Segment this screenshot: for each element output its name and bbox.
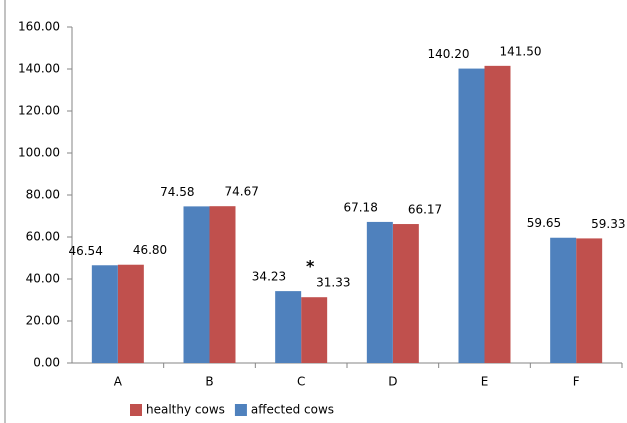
x-tick-label: B [205, 375, 213, 389]
value-label: 74.67 [225, 185, 259, 199]
bar [209, 206, 236, 363]
bar [275, 291, 302, 363]
y-tick-label: 100.00 [18, 146, 60, 160]
bar [484, 65, 511, 363]
bar [117, 264, 144, 363]
y-tick-label: 120.00 [18, 104, 60, 118]
legend-label: affected cows [251, 403, 334, 417]
bar [183, 206, 210, 363]
bar [91, 265, 118, 363]
value-label: 59.33 [591, 217, 625, 231]
x-tick-label: A [114, 375, 123, 389]
annotation: * [306, 257, 315, 276]
value-label: 46.80 [133, 243, 167, 257]
y-tick-label: 60.00 [26, 230, 60, 244]
x-tick-label: E [481, 375, 489, 389]
value-label: 46.54 [68, 244, 102, 258]
y-tick-label: 20.00 [26, 314, 60, 328]
y-tick-label: 40.00 [26, 272, 60, 286]
bar [366, 221, 393, 363]
bar [392, 224, 419, 363]
legend-swatch [130, 404, 142, 416]
value-label: 59.65 [527, 216, 561, 230]
legend-label: healthy cows [146, 403, 225, 417]
value-label: 74.58 [160, 185, 194, 199]
bar [576, 238, 603, 363]
value-label: 67.18 [343, 200, 377, 214]
bar [301, 297, 328, 363]
y-tick-label: 160.00 [18, 20, 60, 34]
bar [458, 68, 485, 363]
y-tick-label: 80.00 [26, 188, 60, 202]
x-tick-label: C [297, 375, 305, 389]
value-label: 140.20 [428, 47, 470, 61]
y-tick-label: 140.00 [18, 62, 60, 76]
x-tick-label: D [388, 375, 397, 389]
bar [550, 237, 577, 363]
x-tick-label: F [573, 375, 580, 389]
y-tick-label: 0.00 [33, 356, 60, 370]
value-label: 34.23 [252, 270, 286, 284]
value-label: 141.50 [500, 44, 542, 58]
legend-swatch [234, 404, 247, 416]
value-label: 31.33 [316, 276, 350, 290]
value-label: 66.17 [408, 203, 442, 217]
